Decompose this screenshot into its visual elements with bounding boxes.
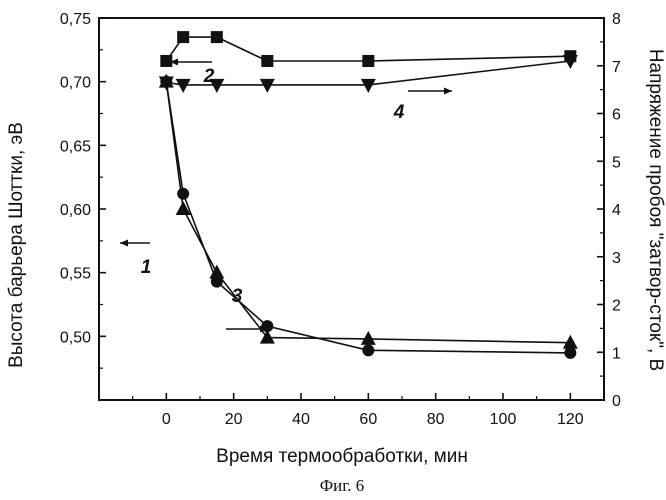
right-y-tick-label: 6 [612, 107, 621, 124]
axis-arrow-1-head [120, 240, 128, 247]
axis-arrow-3 [226, 326, 268, 333]
series-1-line [166, 82, 570, 353]
right-y-tick-label: 5 [612, 154, 621, 171]
x-axis: 0 20 40 60 80 100 120 [133, 393, 604, 428]
x-tick-label: 100 [490, 411, 517, 428]
right-y-tick-label: 4 [612, 202, 621, 219]
curve-label-4: 4 [393, 102, 405, 123]
right-y-tick-label: 8 [612, 11, 621, 28]
left-y-axis-title: Высота барьера Шоттки, эВ [6, 122, 27, 368]
x-tick-label: 80 [427, 411, 445, 428]
x-tick-label: 40 [292, 411, 310, 428]
series-3-point [361, 331, 376, 345]
left-y-tick-label: 0,70 [60, 75, 91, 92]
axis-arrow-4 [408, 88, 452, 95]
x-tick-label: 0 [162, 411, 171, 428]
right-y-tick-label: 0 [612, 393, 621, 410]
series-4-point [361, 79, 376, 93]
right-y-tick-label: 3 [612, 250, 621, 267]
series-2-point [160, 55, 172, 67]
figure-caption: Фиг. 6 [320, 476, 365, 495]
right-y-tick-label: 1 [612, 345, 621, 362]
axis-arrow-4-head [444, 88, 452, 95]
series-1 [160, 76, 576, 359]
axis-arrow-2 [170, 59, 212, 66]
x-tick-label: 60 [359, 411, 377, 428]
left-y-tick-label: 0,75 [60, 11, 91, 28]
series-3-line [166, 82, 570, 343]
x-axis-title: Время термообработки, мин [216, 446, 468, 467]
axis-arrow-1 [120, 240, 150, 247]
right-y-tick-label: 2 [612, 298, 621, 315]
series-1-point [177, 188, 189, 200]
series-4-point [260, 79, 275, 93]
curve-label-3: 3 [232, 286, 243, 307]
series-4-point [176, 79, 191, 93]
right-y-axis: 0 1 2 3 4 5 6 7 8 [597, 11, 621, 410]
curve-label-1: 1 [141, 257, 152, 278]
series-2-point [261, 55, 273, 67]
series-2-point [177, 31, 189, 43]
x-tick-label: 20 [225, 411, 243, 428]
left-y-tick-label: 0,50 [60, 329, 91, 346]
left-y-tick-label: 0,60 [60, 202, 91, 219]
left-y-tick-label: 0,55 [60, 266, 91, 283]
curve-label-2: 2 [203, 66, 215, 87]
x-tick-label: 120 [557, 411, 584, 428]
series-2-point [362, 55, 374, 67]
series-2 [160, 31, 576, 67]
series-1-point [362, 344, 374, 356]
left-y-tick-label: 0,65 [60, 138, 91, 155]
series-2-point [211, 31, 223, 43]
series-3 [159, 74, 578, 349]
series-3-point [563, 335, 578, 349]
right-y-axis-title: Напряжение пробоя "затвор-сток", В [645, 49, 666, 371]
right-y-tick-label: 7 [612, 59, 621, 76]
series-layer [159, 31, 578, 359]
